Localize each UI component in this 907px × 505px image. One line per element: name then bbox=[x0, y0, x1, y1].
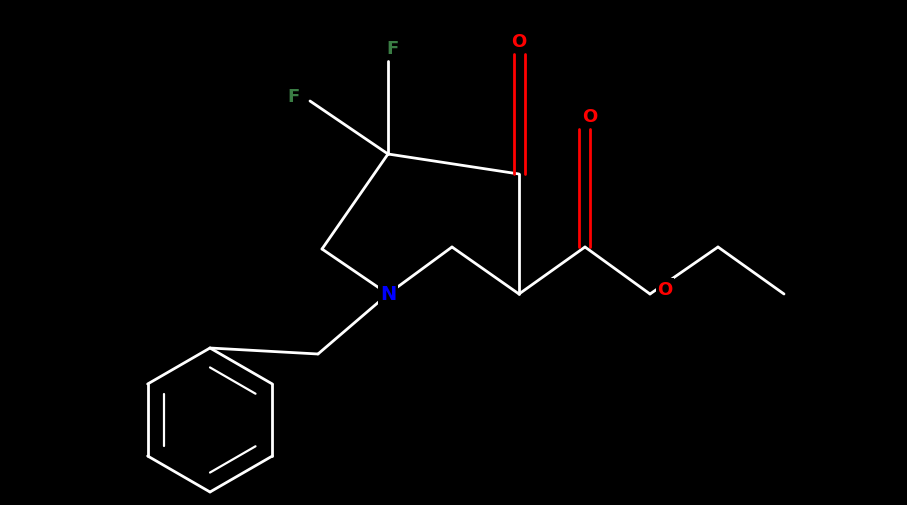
Text: F: F bbox=[387, 40, 399, 58]
Text: N: N bbox=[380, 285, 396, 304]
Text: O: O bbox=[512, 33, 527, 51]
Text: O: O bbox=[582, 108, 598, 126]
Text: O: O bbox=[658, 280, 673, 298]
Text: F: F bbox=[287, 88, 299, 106]
